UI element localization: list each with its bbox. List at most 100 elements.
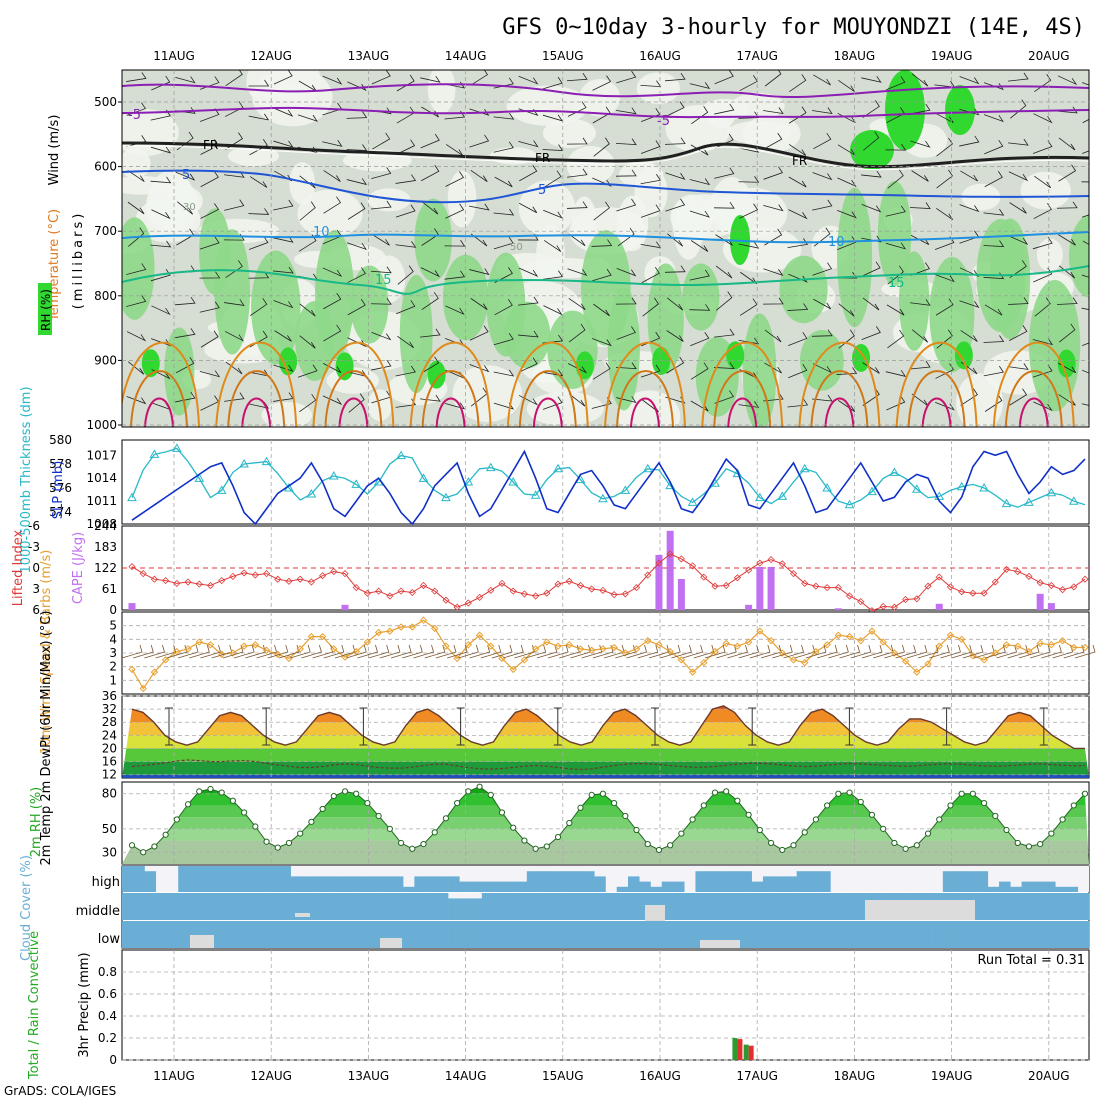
wind10m-barb: [368, 644, 390, 659]
wind10m-barb: [704, 644, 726, 659]
upper-wind-barb: [445, 171, 465, 187]
rh2m-point: [734, 797, 741, 804]
cloud-bar: [920, 921, 932, 948]
wind10m-point: [587, 646, 596, 654]
upper-wind-barb: [151, 75, 171, 91]
upper-wind-barb: [494, 176, 513, 188]
wind10m-point: [274, 650, 282, 659]
lifted-index-point: [419, 581, 428, 590]
cloud-bar: [639, 881, 651, 892]
thickness-point: [911, 484, 922, 493]
cloud-bar: [605, 893, 618, 920]
cloud-gap: [295, 913, 310, 917]
upper-wind-barb: [249, 139, 268, 156]
wind10m-tick-label: 1: [109, 673, 117, 687]
cloud-bar: [369, 876, 381, 892]
wind10m-barb: [234, 644, 255, 659]
upper-wind-barb: [224, 299, 245, 306]
contour-10: [122, 231, 1089, 244]
wind10m-point: [229, 649, 237, 657]
thickness-point: [328, 470, 339, 480]
cloud-bar: [436, 893, 449, 920]
cloud-bar: [234, 921, 246, 948]
cloud-bar: [594, 893, 606, 920]
cloud-bar: [999, 893, 1011, 920]
rh-low-area: [636, 72, 680, 105]
upper-wind-barb: [1009, 388, 1028, 406]
upper-wind-barb: [664, 265, 686, 273]
wind10m-point: [800, 658, 809, 667]
rh2m-tick-label: 50: [102, 822, 117, 836]
lifted-index-point: [722, 581, 730, 590]
upper-wind-barb: [861, 235, 882, 243]
lifted-cape-axes: -6 -3 0 3 6 244 183 122 61 0: [28, 519, 117, 617]
cloud-bar: [234, 866, 246, 892]
upper-wind-barb: [518, 140, 539, 148]
wind10m-point: [487, 642, 495, 650]
upper-wind-barb: [543, 240, 562, 252]
cloud-bar: [211, 893, 224, 920]
upper-wind-barb: [273, 266, 294, 274]
cloud-bar: [211, 866, 224, 892]
rh2m-axis: 80 50 30: [102, 787, 117, 860]
rh-moist-area: [251, 250, 301, 365]
contour-30: [921, 397, 952, 427]
upper-wind-barb: [640, 80, 662, 88]
upper-wind-barb: [887, 329, 905, 349]
cloud-bar: [560, 921, 573, 948]
cloud-bar: [436, 876, 449, 892]
rh2m-point: [812, 816, 820, 823]
lifted-index-point: [352, 584, 360, 592]
wind10m-point: [722, 639, 730, 648]
upper-wind-barb: [323, 292, 342, 310]
thickness-tick-label: 578: [49, 457, 72, 471]
wind10m-barb: [873, 644, 894, 659]
rh2m-point: [723, 788, 730, 795]
cloud-bar: [1044, 921, 1056, 948]
upper-wind-barb: [959, 108, 980, 116]
contour-25: [907, 370, 966, 427]
upper-wind-barb: [738, 337, 760, 345]
cloud-bar: [560, 871, 573, 892]
upper-wind-barb: [323, 196, 342, 214]
rh2m-point: [577, 804, 584, 811]
cloud-bar: [245, 893, 258, 920]
upper-wind-barb: [1081, 307, 1089, 310]
lifted-index-point: [184, 578, 192, 586]
minmax-whisker: [748, 707, 757, 746]
cloud-bar: [886, 921, 899, 948]
wind10m-barb: [514, 644, 535, 659]
upper-wind-barb: [421, 292, 439, 310]
cloud-bar: [672, 921, 685, 948]
upper-wind-barb: [591, 239, 613, 247]
upper-wind-barb: [885, 370, 907, 377]
minmax-whisker: [553, 707, 562, 746]
cloud-bar: [403, 893, 415, 920]
contour-5: [122, 169, 1089, 204]
upper-wind-barb: [1008, 171, 1029, 182]
wind10m-point: [1036, 639, 1044, 648]
rh2m-point: [1059, 816, 1066, 823]
lifted-index-point: [543, 589, 551, 597]
upper-wind-barb: [1058, 234, 1076, 246]
wind10m-barb: [469, 644, 491, 659]
cloud-bar: [1010, 893, 1022, 920]
upper-wind-barb: [126, 396, 147, 405]
wind10m-point: [363, 638, 372, 646]
rh-moist-area: [414, 198, 452, 282]
upper-wind-barb: [666, 297, 684, 311]
cloud-bar: [414, 893, 426, 920]
cloud-bar: [1021, 881, 1034, 892]
contour-30: [824, 397, 855, 427]
upper-wind-barb: [738, 241, 760, 249]
thickness-point: [194, 473, 205, 482]
ylabel-temp2m: 2m Temp 2m DewPt (6hr Min/Max) (°C): [39, 611, 54, 866]
upper-wind-barb: [151, 305, 171, 316]
rh2m-point: [846, 789, 853, 796]
upper-wind-barb: [199, 370, 221, 378]
rh-low-area: [447, 170, 477, 228]
cloud-bar: [639, 921, 651, 948]
upper-wind-barb: [493, 112, 515, 120]
upper-wind-barb: [273, 199, 294, 211]
upper-wind-barb: [714, 328, 735, 338]
